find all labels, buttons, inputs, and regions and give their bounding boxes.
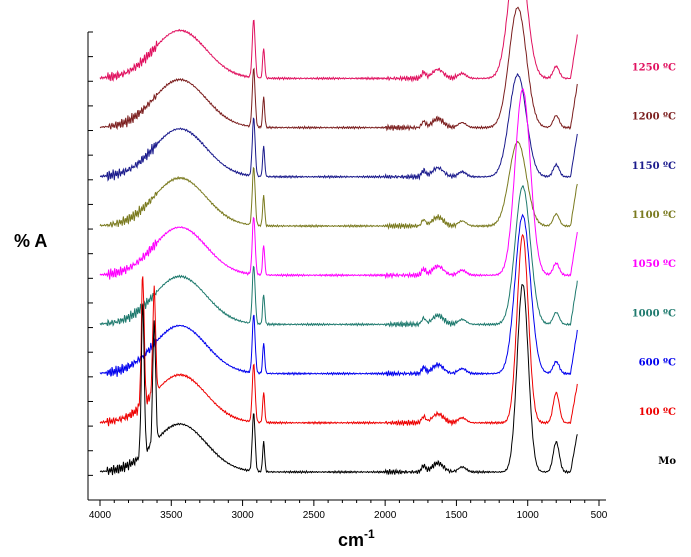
series-line-mo <box>99 283 578 476</box>
series-line-1050-c <box>99 88 578 280</box>
legend-label: Mo <box>658 456 676 467</box>
x-tick-label: 3000 <box>231 510 254 521</box>
x-tick-label: 1000 <box>517 510 540 521</box>
series-line-1200-c <box>99 6 578 132</box>
x-axis-title-base: cm <box>338 530 364 550</box>
y-axis <box>87 31 93 501</box>
legend-label: 100 ºC <box>639 407 676 418</box>
x-axis-title: cm-1 <box>338 527 375 550</box>
series-line-100-c <box>99 233 578 427</box>
x-tick-label: 3500 <box>160 510 183 521</box>
legend-label: 1200 ºC <box>632 112 676 123</box>
legend: 1250 ºC 1200 ºC 1150 ºC 1100 ºC 1050 ºC 1000 … <box>632 62 677 467</box>
legend-label: 1150 ºC <box>632 161 676 172</box>
legend-label: 1100 ºC <box>632 210 676 221</box>
x-tick-label: 4000 <box>89 510 112 521</box>
x-axis: 4000 3500 3000 2500 2000 1500 1000 500 <box>88 499 608 521</box>
series-line-1250-c <box>99 0 578 83</box>
x-axis-title-superscript: -1 <box>364 527 375 541</box>
series-line-1100-c <box>99 140 578 231</box>
legend-label: 1000 ºC <box>632 308 676 319</box>
legend-label: 1250 ºC <box>632 62 676 73</box>
series-line-600-c <box>99 213 578 377</box>
x-tick-label: 500 <box>591 510 608 521</box>
plot-area <box>99 0 578 476</box>
legend-label: 1050 ºC <box>632 259 676 270</box>
y-axis-title: % A <box>14 231 47 251</box>
series-line-1000-c <box>99 185 578 328</box>
x-tick-label: 1500 <box>445 510 468 521</box>
x-tick-label: 2000 <box>374 510 397 521</box>
x-tick-label: 2500 <box>303 510 326 521</box>
legend-label: 600 ºC <box>639 358 676 369</box>
series-line-1150-c <box>99 72 578 182</box>
